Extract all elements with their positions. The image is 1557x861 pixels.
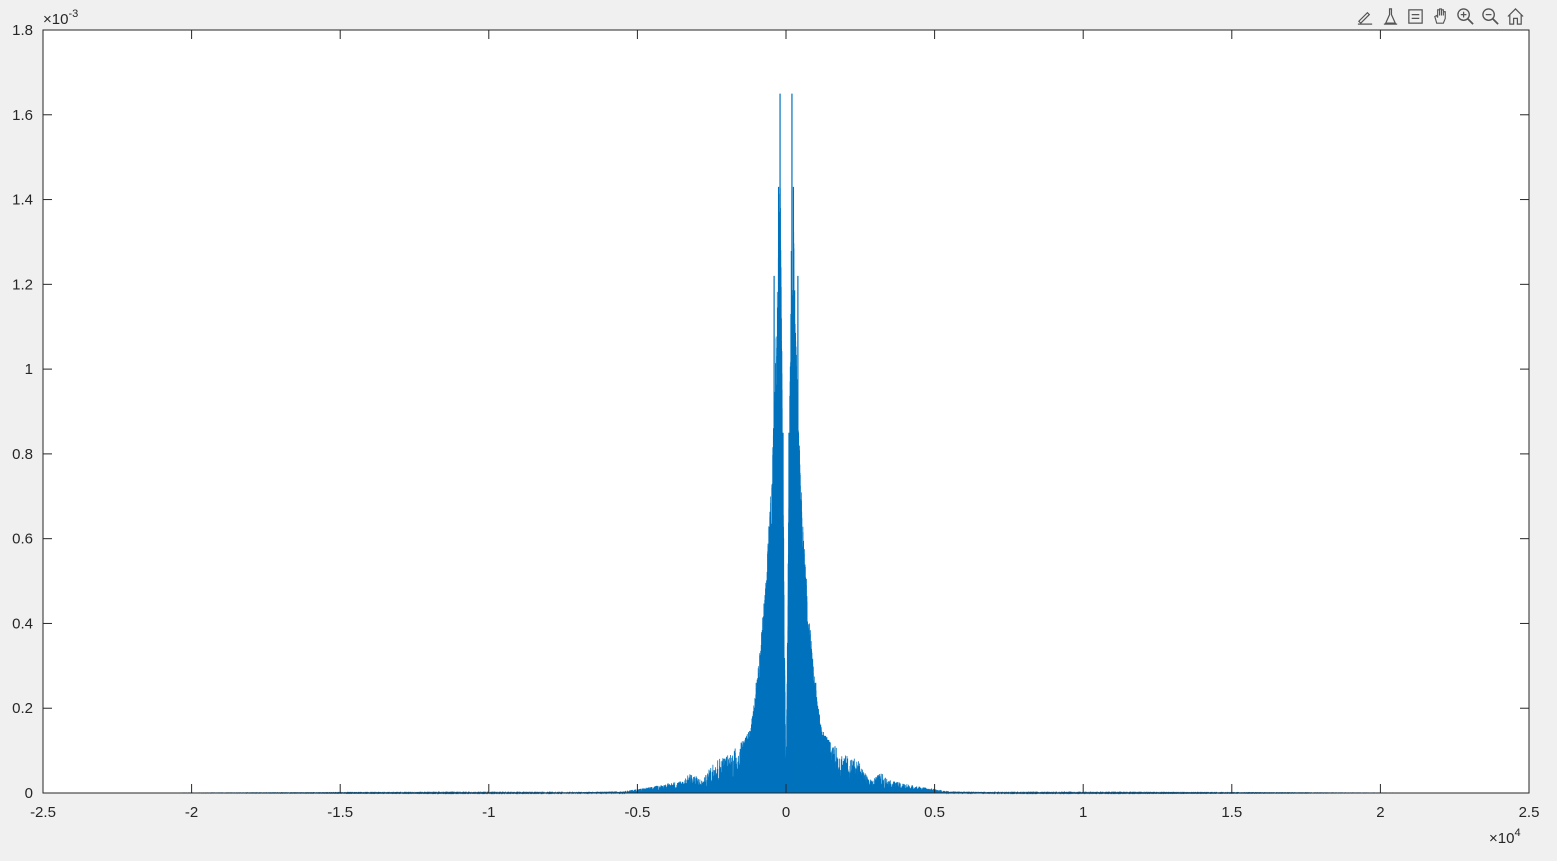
y-tick-label: 0.6 [12, 531, 33, 548]
x-tick-label: 0 [782, 804, 790, 821]
y-tick-label: 0.2 [12, 700, 33, 717]
x-tick-label: 1 [1079, 804, 1087, 821]
y-tick-label: 0.4 [12, 615, 33, 632]
pan-button[interactable] [1429, 5, 1452, 28]
brush-button[interactable] [1354, 5, 1377, 28]
brush-icon [1357, 11, 1373, 25]
x-tick-label: -1.5 [327, 804, 353, 821]
home-restore-view-icon [1507, 7, 1524, 25]
zoom-in-icon [1457, 7, 1474, 25]
y-tick-label: 1.2 [12, 276, 33, 293]
x-tick-label: -1 [482, 804, 495, 821]
y-axis: 0 0.2 0.4 0.6 0.8 1 1.2 1.4 1.6 1.8 [12, 22, 1529, 802]
legend-icon [1408, 8, 1423, 24]
x-exponent-label: ×104 [1489, 827, 1521, 847]
y-exponent-label: ×10-3 [43, 8, 78, 28]
plot-area[interactable] [130, 93, 1442, 795]
data-tips-icon [1383, 7, 1398, 25]
spectrum-center-fill [741, 188, 831, 793]
zoom-out-icon [1482, 7, 1499, 25]
x-axis: -2.5 -2 -1.5 -1 -0.5 0 0.5 1 1.5 2 2.5 [30, 30, 1539, 821]
y-tick-label: 1.6 [12, 107, 33, 124]
axes-background [43, 30, 1529, 793]
x-tick-label: 2 [1376, 804, 1384, 821]
x-tick-label: 2.5 [1519, 804, 1540, 821]
pan-hand-icon [1434, 7, 1446, 24]
x-tick-label: -2.5 [30, 804, 56, 821]
zoom-in-button[interactable] [1454, 5, 1477, 28]
axes-toolbar [1354, 4, 1527, 28]
y-tick-label: 1 [25, 361, 33, 378]
data-tips-button[interactable] [1379, 5, 1402, 28]
legend-button[interactable] [1404, 5, 1427, 28]
y-tick-label: 1.8 [12, 22, 33, 39]
home-button[interactable] [1504, 5, 1527, 28]
x-tick-label: -0.5 [624, 804, 650, 821]
y-tick-label: 0 [25, 785, 33, 802]
zoom-out-button[interactable] [1479, 5, 1502, 28]
x-tick-label: 1.5 [1221, 804, 1242, 821]
x-tick-label: -2 [185, 804, 198, 821]
y-tick-label: 1.4 [12, 192, 33, 209]
y-tick-label: 0.8 [12, 446, 33, 463]
x-tick-label: 0.5 [924, 804, 945, 821]
